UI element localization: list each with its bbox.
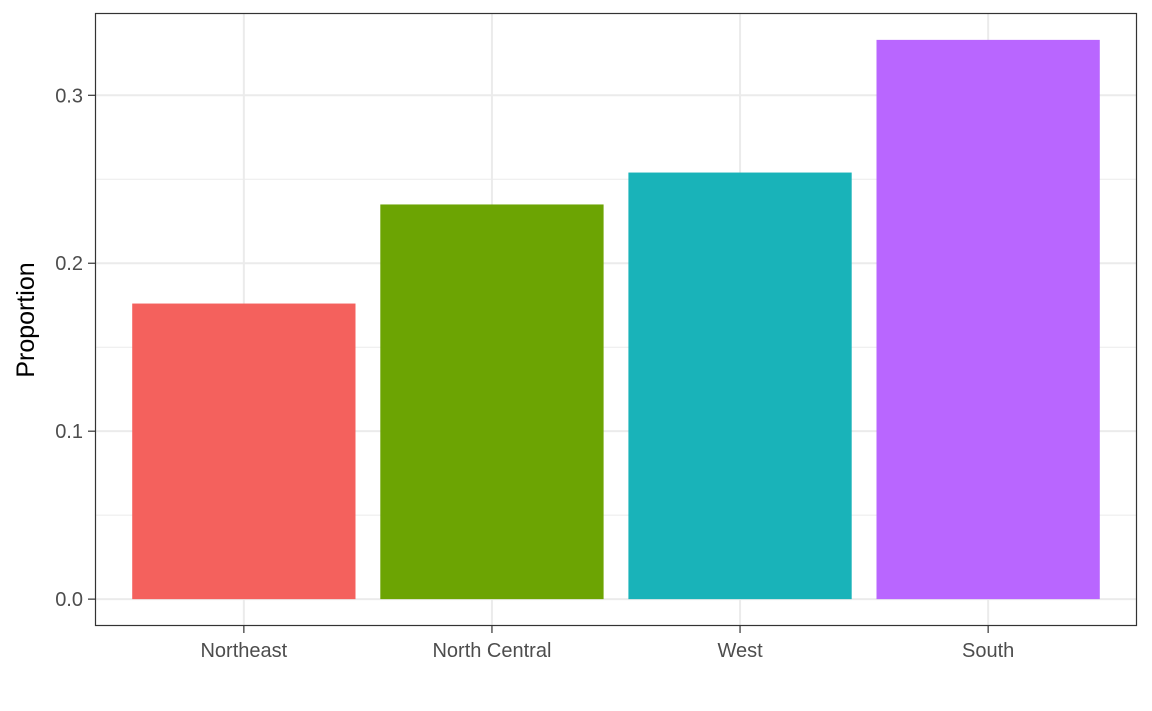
x-axis: Northeast North Central West South (200, 626, 1014, 662)
bar-north-central (380, 204, 604, 600)
bar-northeast (132, 303, 356, 600)
x-tick-label: Northeast (200, 640, 287, 662)
y-tick-label: 0.2 (55, 253, 83, 275)
y-axis-title: Proportion (12, 262, 40, 377)
plot-panel-border (94, 12, 1138, 627)
bars (132, 39, 1100, 600)
bar-west (628, 172, 852, 600)
bar-south (876, 39, 1100, 600)
x-tick-label: North Central (432, 640, 551, 662)
y-tick-label: 0.3 (55, 85, 83, 107)
x-tick-label: South (962, 640, 1014, 662)
y-tick-label: 0.0 (55, 589, 83, 611)
x-tick-label: West (717, 640, 763, 662)
y-axis: 0.0 0.1 0.2 0.3 (55, 85, 95, 611)
y-tick-label: 0.1 (55, 421, 83, 443)
